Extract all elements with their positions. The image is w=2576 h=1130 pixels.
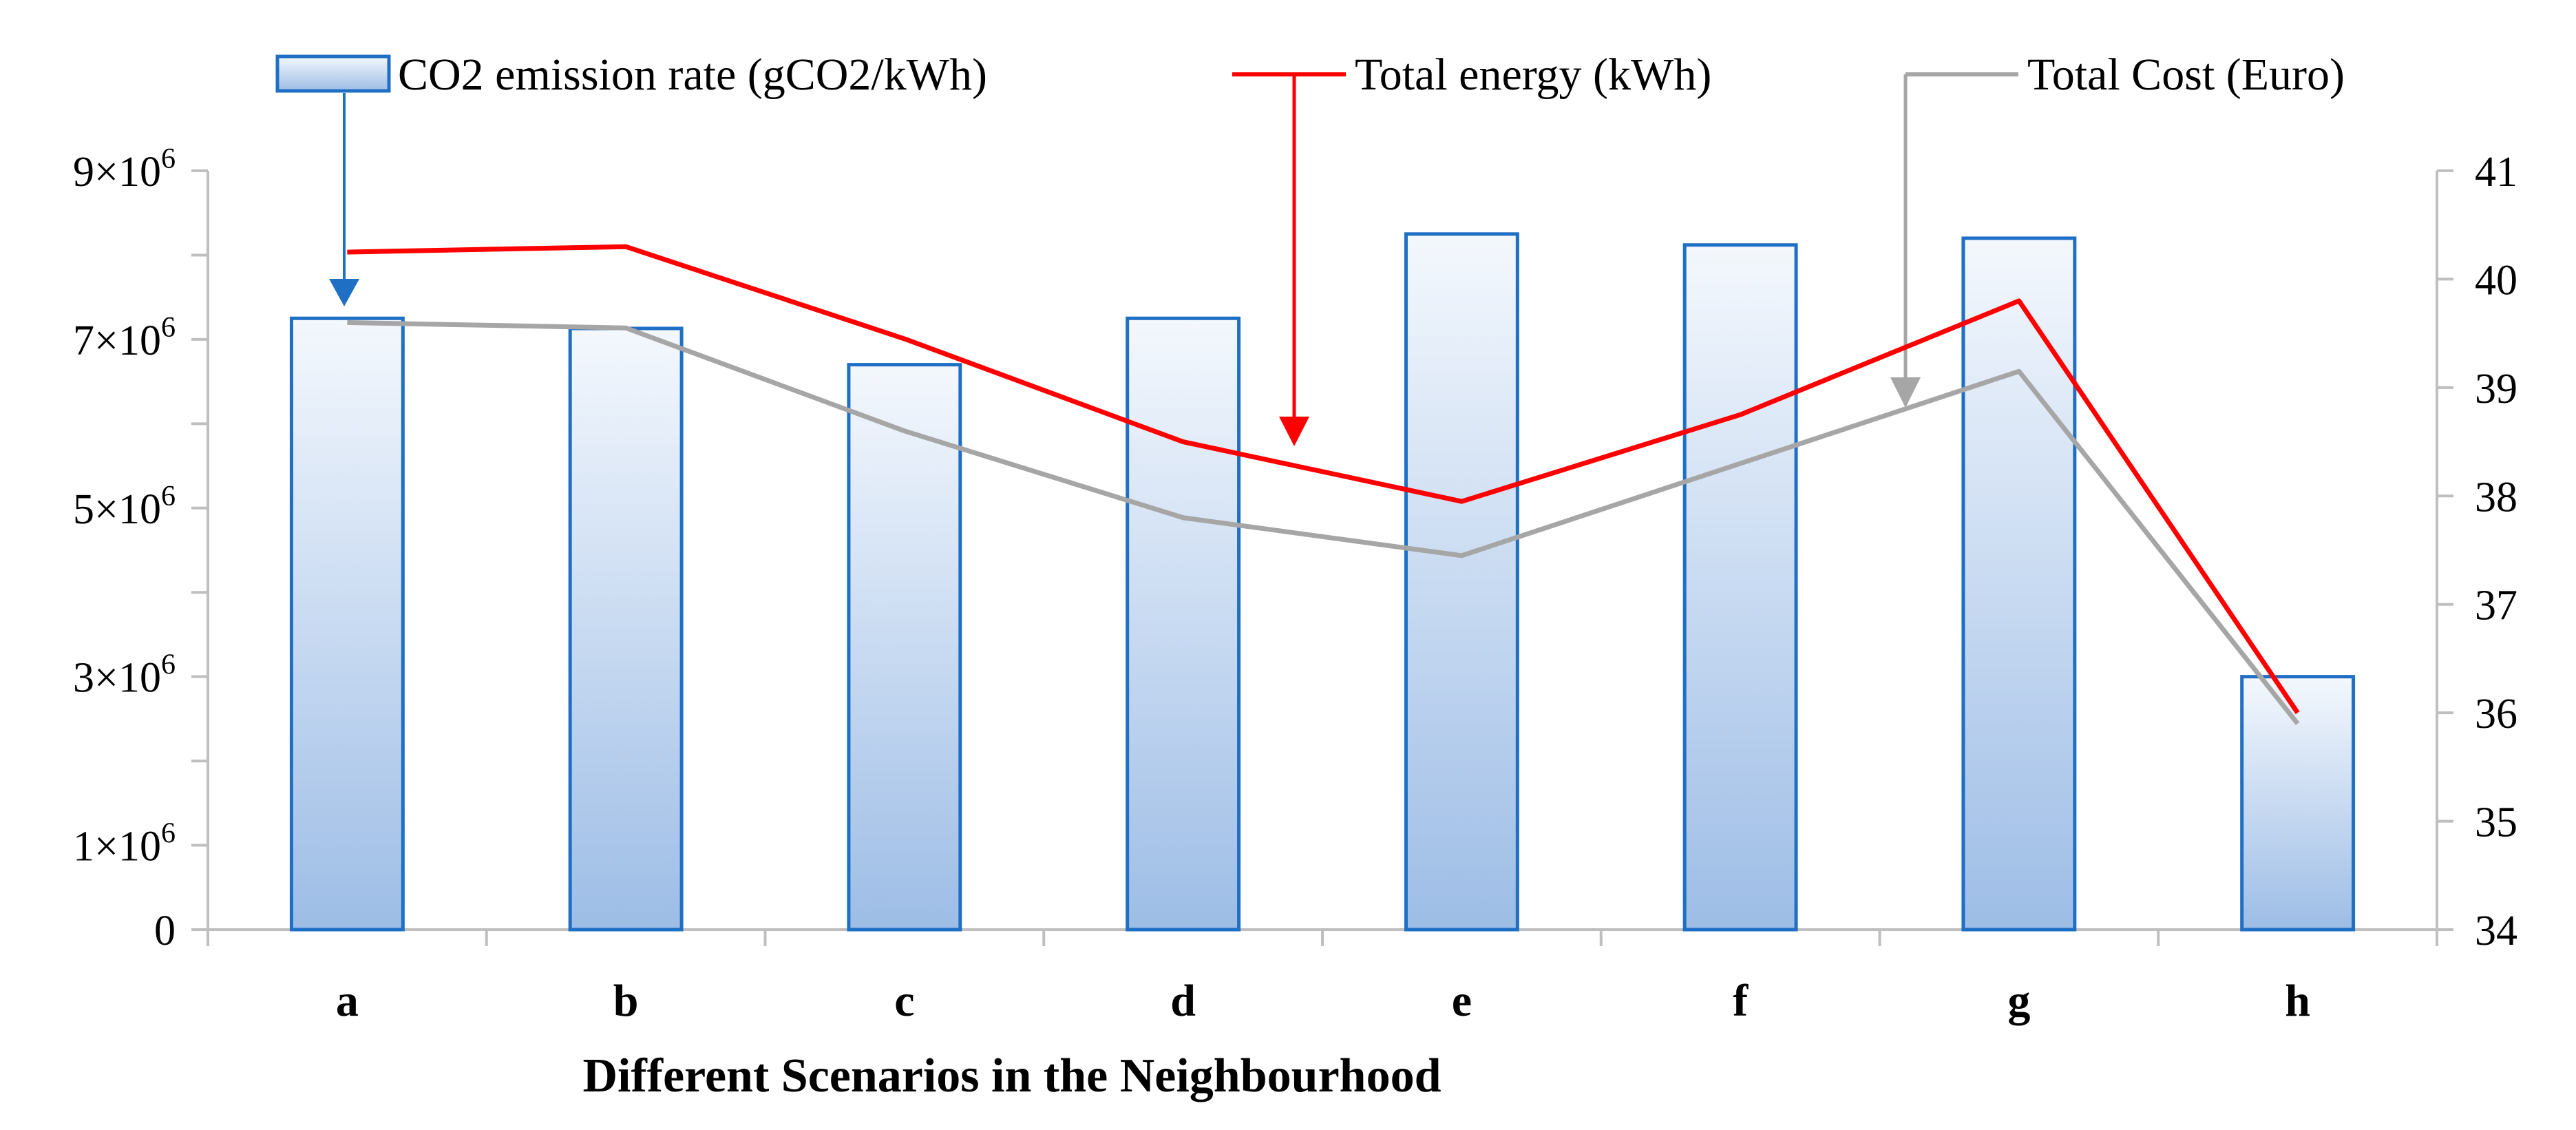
left-axis-tick-label: 9×106 bbox=[73, 143, 176, 196]
co2-bar-a bbox=[289, 316, 405, 932]
left-axis-tick-base: 7×10 bbox=[73, 317, 161, 364]
right-axis-tick-label: 40 bbox=[2475, 257, 2517, 304]
right-axis-tick-label: 39 bbox=[2475, 366, 2517, 412]
category-label-a: a bbox=[336, 976, 359, 1026]
co2-bar-c bbox=[847, 363, 962, 932]
legend-label-cost: Total Cost (Euro) bbox=[2027, 50, 2345, 100]
category-label-e: e bbox=[1452, 976, 1472, 1026]
x-axis-title: Different Scenarios in the Neighbourhood bbox=[582, 1049, 1441, 1102]
category-labels: a b c d e f g h bbox=[336, 976, 2310, 1026]
left-axis-tick-base: 3×10 bbox=[73, 655, 161, 702]
legend-item-co2: CO2 emission rate (gCO2/kWh) bbox=[275, 50, 987, 306]
right-axis-tick-label: 35 bbox=[2475, 799, 2517, 846]
legend-pointer-energy-arrowhead bbox=[1279, 417, 1309, 446]
right-axis-tick-label: 36 bbox=[2475, 691, 2517, 737]
co2-bar-d bbox=[1126, 316, 1241, 932]
left-axis-tick-base: 0 bbox=[154, 908, 176, 954]
right-axis-tick-label: 37 bbox=[2475, 583, 2517, 629]
right-axis-ticks: 34 35 36 37 38 39 40 41 bbox=[2437, 149, 2517, 954]
left-axis-tick-label: 1×106 bbox=[73, 818, 176, 870]
left-axis-tick-base: 5×10 bbox=[73, 486, 161, 533]
line-total-energy bbox=[347, 244, 2300, 715]
left-axis-tick-label: 5×106 bbox=[73, 481, 176, 533]
left-axis-tick-exponent: 6 bbox=[161, 312, 176, 344]
category-label-c: c bbox=[894, 976, 914, 1026]
left-axis-tick-label: 3×106 bbox=[73, 649, 176, 702]
axes bbox=[207, 171, 2438, 931]
right-axis-tick-label: 34 bbox=[2475, 908, 2517, 954]
co2-bar-f bbox=[1682, 243, 1798, 932]
legend-label-energy: Total energy (kWh) bbox=[1355, 50, 1711, 100]
co2-bar-b bbox=[568, 326, 684, 932]
x-axis-ticks bbox=[207, 930, 2438, 946]
category-label-h: h bbox=[2285, 976, 2310, 1026]
right-axis-tick-label: 38 bbox=[2475, 474, 2517, 521]
legend-pointer-cost-arrowhead bbox=[1890, 377, 1921, 408]
left-axis-tick-exponent: 6 bbox=[161, 649, 176, 681]
category-label-f: f bbox=[1733, 976, 1749, 1026]
left-axis-tick-exponent: 6 bbox=[161, 143, 176, 175]
right-axis-tick-label: 41 bbox=[2475, 149, 2517, 196]
category-label-d: d bbox=[1170, 976, 1196, 1026]
left-axis-tick-base: 9×10 bbox=[73, 149, 161, 196]
co2-bars bbox=[289, 232, 2356, 932]
legend-label-co2: CO2 emission rate (gCO2/kWh) bbox=[398, 50, 987, 100]
category-label-b: b bbox=[613, 976, 639, 1026]
left-axis-tick-exponent: 6 bbox=[161, 481, 176, 512]
co2-bar-g bbox=[1961, 236, 2077, 932]
legend-swatch-co2 bbox=[275, 54, 391, 93]
left-axis-tick-label: 0 bbox=[154, 908, 176, 954]
legend-pointer-co2-arrowhead bbox=[329, 279, 359, 306]
series-lines bbox=[347, 244, 2300, 726]
legend-item-energy: Total energy (kWh) bbox=[1232, 50, 1711, 446]
left-axis-tick-exponent: 6 bbox=[161, 818, 176, 850]
category-label-g: g bbox=[2007, 976, 2030, 1026]
legend: CO2 emission rate (gCO2/kWh) Total energ… bbox=[275, 50, 2345, 446]
line-total-cost bbox=[347, 320, 2300, 726]
left-axis-tick-label: 7×106 bbox=[73, 312, 176, 364]
co2-bar-h bbox=[2240, 675, 2356, 932]
left-axis-tick-base: 1×10 bbox=[73, 824, 161, 870]
legend-item-cost: Total Cost (Euro) bbox=[1890, 50, 2345, 408]
co2-bar-e bbox=[1404, 232, 1519, 932]
